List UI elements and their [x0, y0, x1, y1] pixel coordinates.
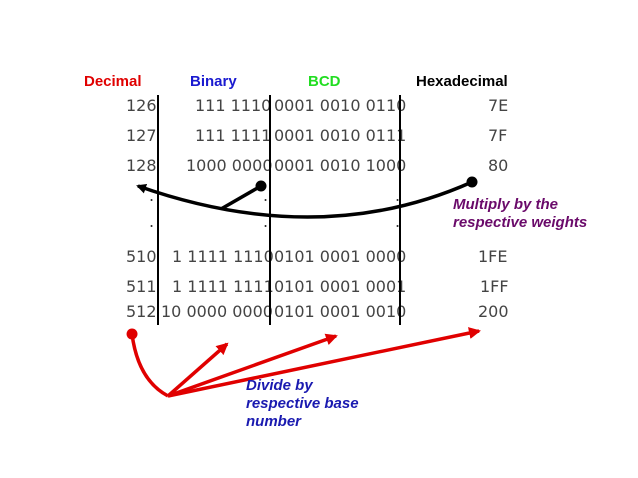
multiply-note-line2: respective weights	[453, 214, 588, 231]
divide-note-line3: number	[246, 413, 302, 430]
cell-binary-128: 1000 0000	[186, 156, 273, 175]
divide-note: Divide by respective base number	[246, 377, 359, 431]
divide-arrow-to-binary	[166, 342, 229, 398]
cell-bcd-127: 0001 0010 0111	[274, 126, 407, 145]
cell-bcd-511: 0101 0001 0001	[274, 277, 407, 296]
cell-decimal-511: 511	[126, 277, 157, 296]
ellipsis-decimal-1: .	[149, 186, 155, 205]
multiply-arrow-branch-binary	[220, 184, 262, 211]
cell-bcd-510: 0101 0001 0000	[274, 247, 407, 266]
cell-binary-512: 10 0000 0000	[161, 302, 273, 321]
multiply-note-line1: Multiply by the	[453, 196, 558, 213]
ellipsis-bcd-1: .	[395, 186, 401, 205]
cell-hex-512: 200	[478, 302, 509, 321]
cell-decimal-127: 127	[126, 126, 157, 145]
divide-arrow-to-hex	[167, 327, 481, 398]
header-hexadecimal: Hexadecimal	[416, 73, 508, 90]
cell-binary-126: 111 1110	[195, 96, 272, 115]
header-bcd: BCD	[308, 73, 341, 90]
divide-note-line1: Divide by	[246, 377, 313, 394]
divide-note-line2: respective base	[246, 395, 359, 412]
cell-bcd-128: 0001 0010 1000	[274, 156, 407, 175]
cell-bcd-126: 0001 0010 0110	[274, 96, 407, 115]
cell-hex-127: 7F	[488, 126, 508, 145]
cell-hex-126: 7E	[488, 96, 509, 115]
divide-arrow-to-bcd	[167, 333, 338, 398]
cell-binary-127: 111 1111	[195, 126, 272, 145]
cell-decimal-126: 126	[126, 96, 157, 115]
multiply-arrow-start-hex	[466, 176, 478, 188]
cell-hex-128: 80	[488, 156, 509, 175]
divide-arrow-stem	[130, 333, 169, 398]
cell-binary-511: 1 1111 1111	[172, 277, 274, 296]
cell-decimal-512: 512	[126, 302, 157, 321]
cell-decimal-128: 128	[126, 156, 157, 175]
header-binary: Binary	[190, 73, 237, 90]
header-decimal: Decimal	[84, 73, 142, 90]
ellipsis-decimal-2: .	[149, 212, 155, 231]
cell-binary-510: 1 1111 1110	[172, 247, 274, 266]
cell-bcd-512: 0101 0001 0010	[274, 302, 407, 321]
multiply-arrow-start-binary	[255, 180, 267, 192]
cell-decimal-510: 510	[126, 247, 157, 266]
multiply-note: Multiply by the respective weights	[453, 196, 587, 232]
cell-hex-511: 1FF	[480, 277, 509, 296]
ellipsis-bcd-2: .	[395, 212, 401, 231]
multiply-arrow	[136, 180, 473, 219]
cell-hex-510: 1FE	[478, 247, 508, 266]
ellipsis-binary-1: .	[263, 186, 269, 205]
ellipsis-binary-2: .	[263, 212, 269, 231]
